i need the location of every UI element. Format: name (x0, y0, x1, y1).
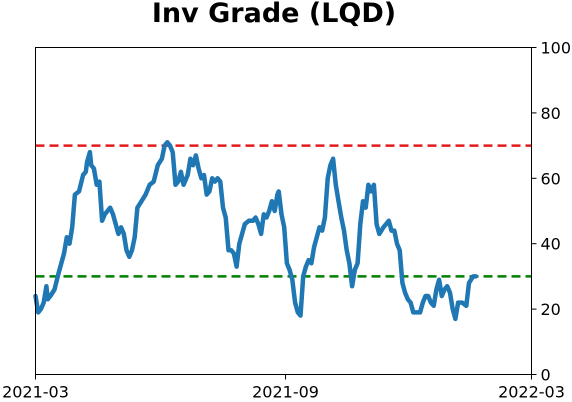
x-tick-label: 2021-09 (252, 383, 319, 402)
series-layer (33, 140, 479, 322)
plot-frame (35, 47, 532, 375)
x-tick-label: 2022-03 (498, 383, 565, 402)
x-tick-label: 2021-03 (2, 383, 69, 402)
y-tick-label: 80 (541, 104, 561, 123)
y-axis: 0 20 40 60 80 100 (531, 39, 572, 385)
y-tick-label: 20 (541, 300, 561, 319)
y-tick-label: 100 (541, 39, 572, 58)
x-axis: 2021-03 2021-09 2022-03 (2, 374, 565, 402)
chart-title: Inv Grade (LQD) (152, 0, 396, 29)
series-line-0 (33, 140, 479, 322)
reference-lines (35, 144, 532, 278)
y-tick-label: 0 (541, 366, 551, 385)
y-tick-label: 40 (541, 235, 561, 254)
y-tick-label: 60 (541, 169, 561, 188)
